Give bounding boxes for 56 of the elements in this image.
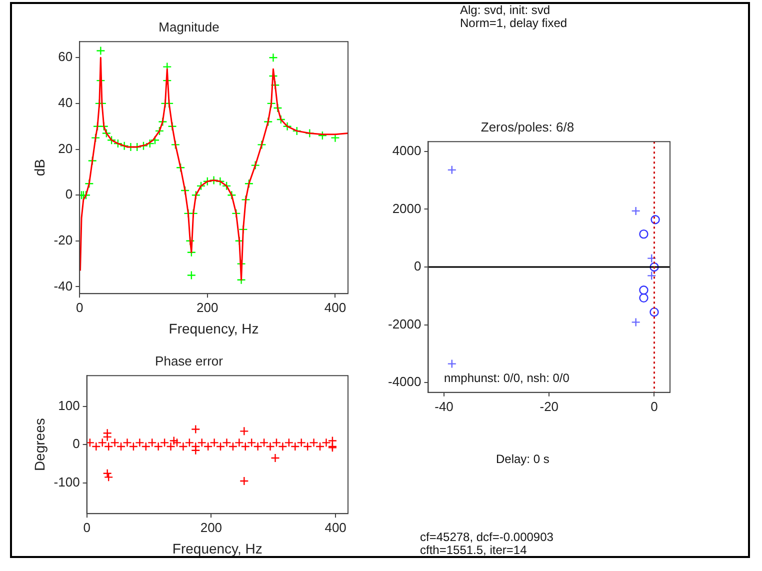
point — [447, 359, 456, 368]
text: cf=45278, dcf=-0.000903 — [420, 530, 554, 544]
chart-title: Magnitude — [158, 19, 220, 34]
x-tick-label: -20 — [540, 398, 559, 414]
y-tick-label: 4000 — [392, 143, 422, 158]
y-tick-label: 60 — [58, 49, 73, 64]
x-tick-label: 200 — [200, 520, 222, 535]
point — [650, 215, 660, 224]
y-tick-label: 0 — [72, 436, 80, 452]
point — [240, 476, 249, 486]
point — [631, 318, 640, 327]
point — [102, 468, 112, 478]
text: Alg: svd, init: svd — [460, 3, 550, 17]
y-axis-title: dB — [31, 159, 48, 176]
y-tick-label: -4000 — [388, 374, 422, 390]
point — [191, 424, 200, 434]
text: Norm=1, delay fixed — [460, 16, 568, 30]
point — [270, 453, 280, 463]
point — [639, 286, 648, 295]
point — [104, 472, 114, 482]
point — [447, 165, 456, 175]
y-tick-label: -2000 — [388, 316, 422, 332]
x-tick-label: 400 — [324, 300, 346, 315]
chart-title: Zeros/poles: 6/8 — [480, 119, 574, 134]
y-tick-label: -100 — [54, 474, 80, 490]
point — [650, 307, 659, 317]
y-tick-label: 40 — [58, 95, 73, 110]
x-tick-label: 0 — [83, 520, 90, 535]
point — [631, 206, 640, 216]
x-tick-label: 400 — [324, 520, 346, 535]
x-axis-title: Frequency, Hz — [168, 320, 259, 336]
point — [240, 426, 249, 436]
x-tick-label: 0 — [650, 398, 658, 414]
point — [102, 432, 112, 442]
y-tick-label: -20 — [54, 232, 73, 248]
y-tick-label: 2000 — [392, 200, 422, 216]
y-tick-label: 0 — [414, 258, 422, 274]
chart-title: Phase error — [155, 353, 224, 368]
point — [169, 436, 178, 446]
point — [647, 271, 656, 280]
point — [650, 262, 659, 272]
point — [639, 229, 648, 239]
x-tick-label: 200 — [196, 300, 218, 315]
y-tick-label: 0 — [65, 186, 73, 202]
x-axis-title: Frequency, Hz — [172, 540, 262, 556]
y-tick-label: 20 — [58, 140, 73, 156]
text: Delay: 0 s — [496, 452, 550, 466]
text: cfth=1551.5, iter=14 — [420, 543, 527, 557]
y-axis-title: Degrees — [31, 418, 48, 472]
point — [647, 254, 656, 263]
y-tick-label: -40 — [54, 278, 73, 294]
y-tick-label: 100 — [58, 398, 80, 413]
annotation: nmphunst: 0/0, nsh: 0/0 — [444, 371, 570, 385]
point — [328, 436, 338, 446]
point — [639, 293, 648, 303]
x-tick-label: -40 — [434, 398, 454, 414]
